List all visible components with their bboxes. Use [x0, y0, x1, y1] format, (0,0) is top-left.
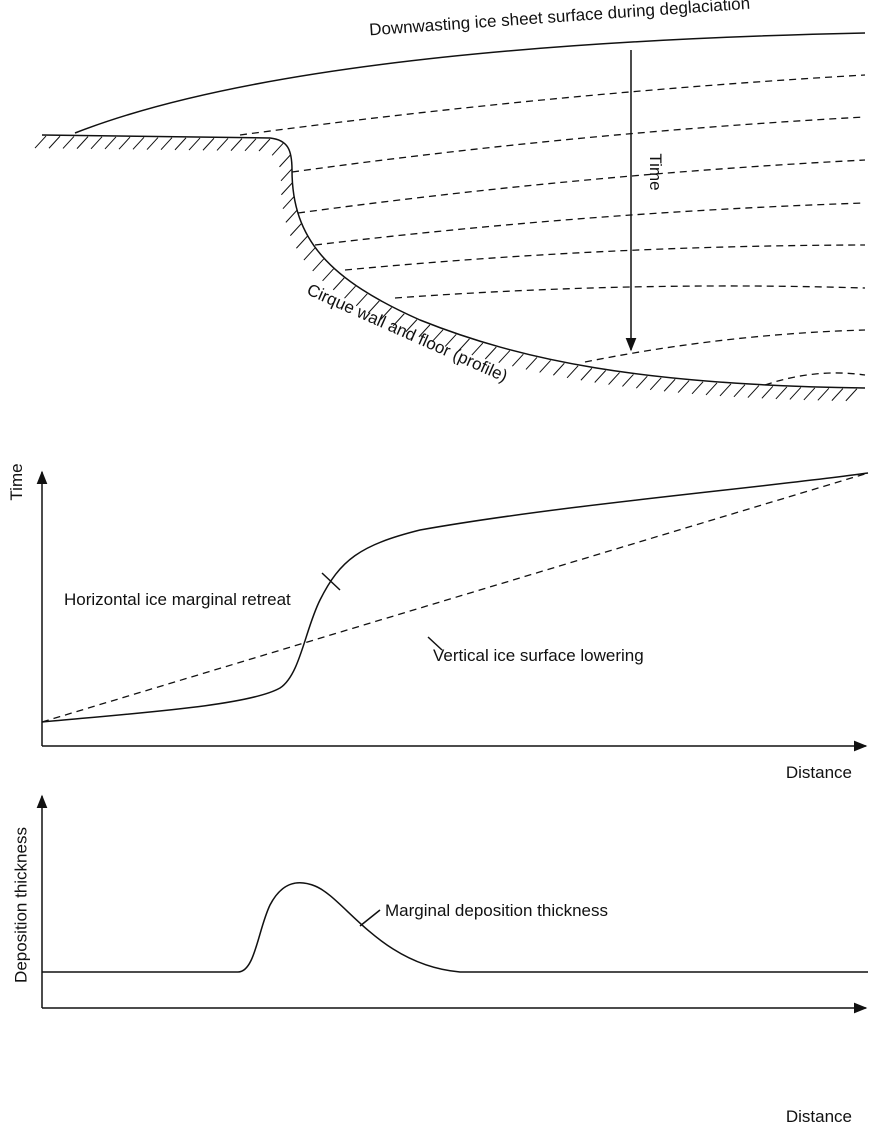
ice-surface-label: Downwasting ice sheet surface during deg…	[369, 0, 751, 39]
hatch-mark	[147, 138, 158, 150]
hatch-mark	[818, 388, 829, 400]
y-axis-label: Deposition thickness	[11, 827, 30, 983]
ice-surface-stage	[315, 203, 865, 245]
hatch-mark	[290, 224, 301, 236]
hatch-mark	[664, 379, 675, 391]
hatch-mark	[161, 138, 172, 150]
hatch-mark	[119, 137, 130, 149]
hatch-mark	[595, 370, 606, 382]
hatch-mark	[720, 384, 731, 396]
ground-hatching	[35, 136, 857, 401]
hatch-mark	[706, 383, 717, 395]
hatch-mark	[296, 236, 307, 248]
hatch-mark	[105, 137, 116, 149]
hatch-mark	[333, 278, 344, 290]
time-arrow-label: Time	[646, 153, 665, 190]
hatch-mark	[609, 373, 620, 385]
ice-surface-stage	[292, 117, 865, 172]
hatch-mark	[323, 269, 334, 281]
ice-surface-stage	[765, 373, 865, 385]
hatch-mark	[692, 382, 703, 394]
hatch-mark	[776, 387, 787, 399]
hatch-mark	[245, 139, 256, 151]
hatch-mark	[553, 363, 564, 375]
hatch-mark	[832, 389, 843, 401]
hatch-mark	[283, 197, 294, 209]
deposition-curve	[42, 883, 868, 972]
hatch-mark	[512, 354, 523, 366]
ice-surface-stage	[585, 330, 865, 362]
hatch-mark	[281, 169, 292, 181]
hatch-mark	[77, 137, 88, 149]
ice-surface-stage	[240, 75, 865, 135]
hatch-mark	[790, 387, 801, 399]
hatch-mark	[231, 139, 242, 151]
ice-surface-stages	[240, 75, 865, 385]
ice-surface-stage	[395, 286, 865, 298]
hatch-mark	[217, 138, 228, 150]
hatch-mark	[540, 360, 551, 372]
leader-line	[360, 910, 380, 926]
hatch-mark	[650, 378, 661, 390]
hatch-mark	[203, 138, 214, 150]
hatch-mark	[279, 155, 290, 167]
hatch-mark	[734, 385, 745, 397]
hatch-mark	[35, 136, 46, 148]
hatch-mark	[846, 389, 857, 401]
lowering-label: Vertical ice surface lowering	[433, 646, 644, 665]
hatch-mark	[272, 143, 283, 155]
hatch-mark	[286, 210, 297, 222]
figure: Downwasting ice sheet surface during deg…	[0, 0, 869, 1126]
hatch-mark	[526, 357, 537, 369]
x-axis-label: Distance	[786, 763, 852, 782]
hatch-mark	[567, 366, 578, 378]
hatch-mark	[304, 248, 315, 260]
hatch-mark	[259, 139, 270, 151]
x-axis-label: Distance	[786, 1107, 852, 1126]
hatch-mark	[49, 136, 60, 148]
hatch-mark	[762, 386, 773, 398]
hatch-mark	[636, 376, 647, 388]
leader-line	[322, 573, 340, 590]
hatch-mark	[622, 374, 633, 386]
hatch-mark	[581, 368, 592, 380]
hatch-mark	[133, 137, 144, 149]
ice-surface-stage	[298, 160, 865, 213]
retreat-label: Horizontal ice marginal retreat	[64, 590, 291, 609]
y-axis-label: Time	[7, 463, 26, 500]
curve-label: Marginal deposition thickness	[385, 901, 608, 920]
hatch-mark	[281, 183, 292, 195]
ice-surface-stage	[345, 245, 865, 270]
hatch-mark	[499, 351, 510, 363]
hatch-mark	[678, 381, 689, 393]
hatch-mark	[804, 388, 815, 400]
cirque-label: Cirque wall and floor (profile)	[304, 280, 510, 386]
hatch-mark	[91, 137, 102, 149]
hatch-mark	[313, 259, 324, 271]
hatch-mark	[63, 136, 74, 148]
hatch-mark	[748, 386, 759, 398]
hatch-mark	[189, 138, 200, 150]
hatch-mark	[175, 138, 186, 150]
